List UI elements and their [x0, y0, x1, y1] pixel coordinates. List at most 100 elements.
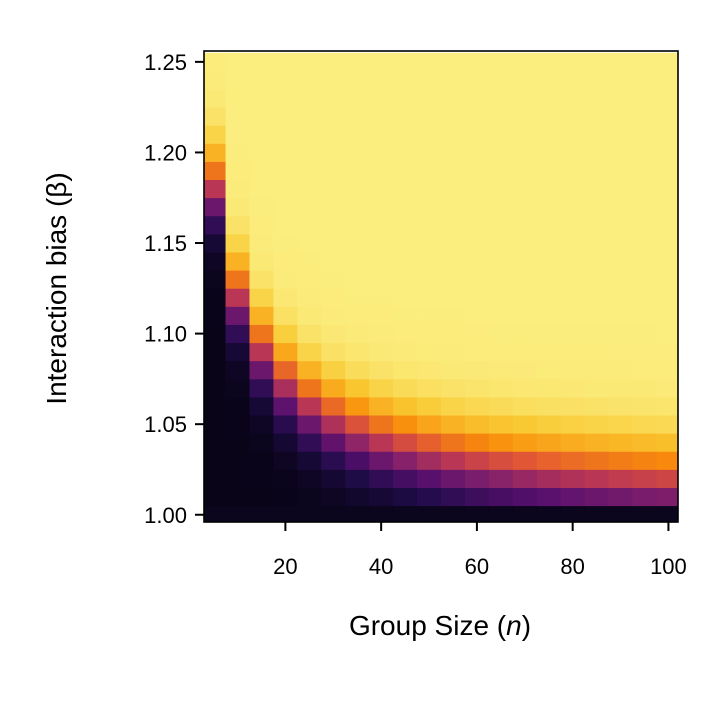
- heatmap-cell: [225, 270, 250, 289]
- heatmap-cell: [536, 469, 562, 488]
- heatmap-cell: [512, 107, 538, 126]
- heatmap-cell: [584, 197, 609, 217]
- heatmap-cell: [560, 179, 586, 199]
- heatmap-cell: [608, 107, 633, 126]
- heatmap-cell: [512, 70, 538, 90]
- heatmap-cell: [584, 179, 609, 199]
- heatmap-cell: [464, 360, 490, 380]
- heatmap-cell: [249, 143, 274, 162]
- heatmap-cell: [560, 415, 586, 434]
- heatmap-cell: [297, 215, 322, 235]
- heatmap-cell: [512, 469, 538, 488]
- heatmap-cell: [464, 179, 490, 199]
- heatmap-cell: [369, 487, 394, 507]
- heatmap-cell: [249, 233, 274, 253]
- x-tick-label: 20: [273, 554, 297, 579]
- heatmap-cell: [488, 397, 514, 416]
- heatmap-cell: [273, 397, 298, 416]
- heatmap-cell: [369, 52, 394, 72]
- heatmap-cell: [488, 469, 514, 488]
- heatmap-cell: [369, 451, 394, 470]
- heatmap-cell: [632, 415, 657, 434]
- heatmap-cell: [656, 378, 679, 398]
- heatmap-cell: [225, 52, 250, 72]
- heatmap-cell: [321, 451, 346, 470]
- heatmap-cell: [536, 487, 562, 507]
- heatmap-cell: [273, 107, 298, 126]
- heatmap-cell: [273, 487, 298, 507]
- heatmap-cell: [656, 306, 679, 325]
- heatmap-cell: [608, 288, 633, 307]
- heatmap-cell: [488, 125, 514, 144]
- heatmap-cell: [321, 143, 346, 162]
- heatmap-cell: [417, 143, 442, 162]
- heatmap-cell: [632, 70, 657, 90]
- heatmap-cell: [488, 487, 514, 507]
- heatmap-cell: [464, 233, 490, 253]
- heatmap-cell: [608, 125, 633, 144]
- heatmap-cell: [584, 52, 609, 72]
- heatmap-cell: [512, 270, 538, 289]
- heatmap-cell: [536, 233, 562, 253]
- heatmap-cell: [345, 360, 370, 380]
- heatmap-cell: [369, 70, 394, 90]
- heatmap-cell: [273, 378, 298, 398]
- heatmap-cell: [608, 397, 633, 416]
- heatmap-cell: [369, 125, 394, 144]
- heatmap-cell: [204, 360, 226, 380]
- heatmap-cell: [584, 270, 609, 289]
- heatmap-cell: [249, 306, 274, 325]
- heatmap-cell: [441, 233, 466, 253]
- heatmap-cell: [584, 233, 609, 253]
- heatmap-cell: [225, 451, 250, 470]
- heatmap-cell: [488, 451, 514, 470]
- heatmap-cell: [488, 270, 514, 289]
- heatmap-cell: [393, 342, 418, 362]
- heatmap-cell: [536, 324, 562, 344]
- y-tick-label: 1.15: [144, 231, 187, 256]
- heatmap-cell: [345, 107, 370, 126]
- heatmap-cell: [536, 197, 562, 217]
- heatmap-cell: [273, 324, 298, 344]
- heatmap-cell: [656, 415, 679, 434]
- heatmap-cell: [560, 433, 586, 452]
- heatmap-cell: [273, 125, 298, 144]
- heatmap-cell: [249, 125, 274, 144]
- heatmap-cell: [204, 233, 226, 253]
- heatmap-cell: [321, 415, 346, 434]
- heatmap-cell: [632, 433, 657, 452]
- heatmap-cell: [417, 288, 442, 307]
- heatmap-cell: [417, 52, 442, 72]
- heatmap-cell: [249, 179, 274, 199]
- heatmap-cell: [512, 252, 538, 271]
- heatmap-cell: [464, 288, 490, 307]
- heatmap-cell: [441, 89, 466, 108]
- heatmap-cell: [656, 89, 679, 108]
- heatmap-cell: [441, 505, 466, 523]
- heatmap-cell: [608, 505, 633, 523]
- heatmap-cell: [393, 378, 418, 398]
- heatmap-cell: [488, 215, 514, 235]
- heatmap-cell: [608, 179, 633, 199]
- heatmap-cell: [512, 451, 538, 470]
- heatmap-cell: [512, 433, 538, 452]
- heatmap-cell: [204, 179, 226, 199]
- heatmap-cell: [441, 161, 466, 181]
- heatmap-cell: [584, 89, 609, 108]
- heatmap-cell: [560, 324, 586, 344]
- heatmap-cell: [417, 89, 442, 108]
- x-axis-label-variable: n: [506, 610, 522, 641]
- heatmap-cell: [273, 288, 298, 307]
- heatmap-cell: [488, 52, 514, 72]
- heatmap-cell: [464, 415, 490, 434]
- heatmap-cell: [393, 487, 418, 507]
- heatmap-cell: [297, 324, 322, 344]
- heatmap-cell: [204, 288, 226, 307]
- heatmap-cell: [204, 415, 226, 434]
- heatmap-cell: [512, 397, 538, 416]
- heatmap-cell: [560, 215, 586, 235]
- heatmap-cell: [632, 451, 657, 470]
- heatmap-cell: [464, 143, 490, 162]
- heatmap-cell: [441, 451, 466, 470]
- heatmap-cell: [204, 487, 226, 507]
